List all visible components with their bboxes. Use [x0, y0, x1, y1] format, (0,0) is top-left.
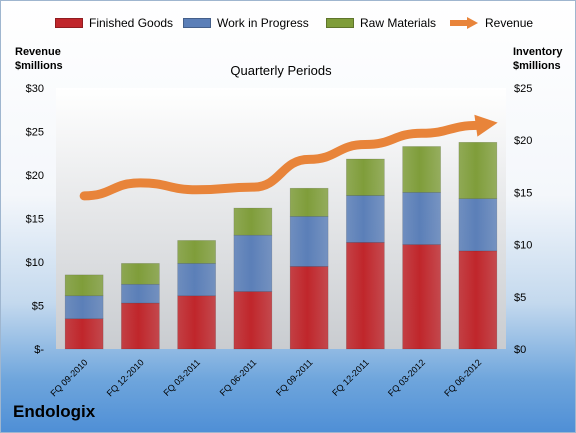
right-tick-label: $5: [514, 292, 526, 304]
bar-raw-materials: [121, 263, 160, 285]
x-tick-label: FQ 06-2011: [218, 357, 259, 398]
legend-swatch-work-in-progress: [183, 18, 211, 28]
bar-work-in-progress: [177, 263, 216, 297]
bar-work-in-progress: [458, 198, 498, 252]
bar-work-in-progress: [346, 195, 385, 243]
bar-finished-goods: [64, 318, 104, 350]
legend-swatch-revenue: [450, 17, 478, 29]
x-tick-label: FQ 12-2010: [105, 357, 146, 398]
right-axis-title-line2: $millions: [513, 60, 561, 72]
x-tick-label: FQ 03-2011: [161, 357, 202, 398]
left-axis-title-line1: Revenue: [15, 46, 61, 58]
bar-finished-goods: [289, 266, 329, 350]
bar-raw-materials: [177, 240, 216, 264]
legend-revenue: Revenue: [449, 15, 533, 31]
left-tick-label: $10: [26, 257, 44, 269]
legend-label-revenue: Revenue: [485, 16, 534, 30]
legend-label-raw-materials: Raw Materials: [360, 16, 437, 30]
legend-label-finished-goods: Finished Goods: [89, 16, 174, 30]
left-tick-label: $20: [26, 170, 44, 182]
left-tick-label: $5: [32, 301, 44, 313]
bar-work-in-progress: [289, 216, 329, 267]
bar-raw-materials: [64, 274, 104, 297]
revenue-arrowhead: [474, 114, 498, 137]
legend-swatch-raw-materials: [326, 18, 354, 28]
plot-title: Quarterly Periods: [230, 63, 332, 78]
left-axis-title-line2: $millions: [15, 60, 63, 72]
bar-work-in-progress: [121, 283, 160, 304]
bar-raw-materials: [346, 158, 385, 196]
legend-label-work-in-progress: Work in Progress: [217, 16, 309, 30]
bar-finished-goods: [121, 302, 160, 350]
bar-raw-materials: [289, 187, 329, 217]
legend-finished-goods: Finished Goods: [55, 15, 173, 31]
bar-finished-goods: [346, 242, 385, 350]
left-tick-label: $-: [34, 344, 44, 356]
left-axis-title: Revenue $millions: [15, 45, 63, 73]
company-label: Endologix: [13, 402, 96, 421]
right-axis-title: Inventory $millions: [513, 45, 563, 73]
right-tick-label: $0: [514, 344, 526, 356]
left-tick-label: $15: [26, 214, 44, 226]
right-tick-label: $25: [514, 83, 532, 95]
legend-work-in-progress: Work in Progress: [183, 15, 309, 31]
x-tick-label: FQ 09-2011: [274, 357, 315, 398]
bar-raw-materials: [458, 141, 498, 199]
right-tick-label: $10: [514, 240, 532, 252]
left-tick-label: $25: [26, 127, 44, 139]
bar-work-in-progress: [64, 295, 104, 320]
x-tick-label: FQ 12-2011: [330, 357, 371, 398]
bar-finished-goods: [458, 250, 498, 350]
legend-raw-materials: Raw Materials: [326, 15, 436, 31]
bar-work-in-progress: [402, 192, 441, 245]
bar-finished-goods: [402, 244, 441, 350]
left-tick-label: $30: [26, 83, 44, 95]
bar-raw-materials: [233, 207, 273, 236]
legend-swatch-finished-goods: [55, 18, 83, 28]
x-tick-label: FQ 03-2012: [386, 357, 427, 398]
right-tick-label: $20: [514, 135, 532, 147]
right-axis-title-line1: Inventory: [513, 46, 563, 58]
x-tick-label: FQ 06-2012: [442, 357, 483, 398]
x-tick-label: FQ 09-2010: [49, 357, 90, 398]
right-tick-label: $15: [514, 187, 532, 199]
bar-finished-goods: [177, 295, 216, 350]
bar-raw-materials: [402, 146, 441, 193]
bar-work-in-progress: [233, 234, 273, 292]
bar-finished-goods: [233, 291, 273, 350]
